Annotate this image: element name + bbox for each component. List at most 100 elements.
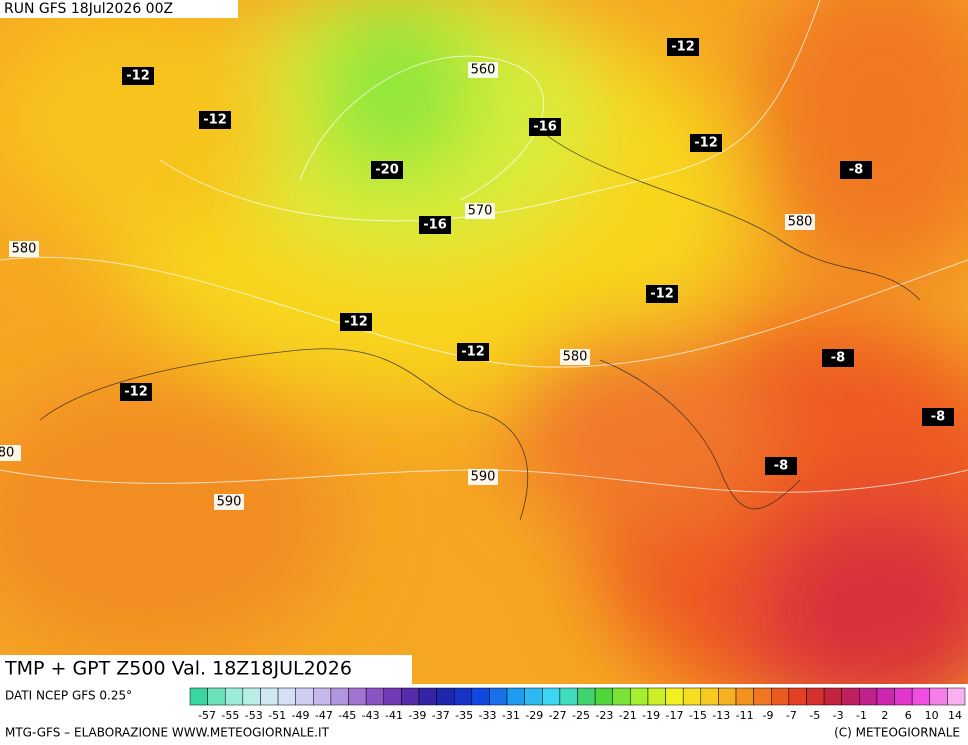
scale-label: -33 [479, 709, 497, 722]
height-box [9, 241, 39, 257]
scale-label: -15 [689, 709, 707, 722]
height-label: 590 [471, 470, 496, 485]
scale-label: -23 [595, 709, 613, 722]
temperature-label: -8 [849, 163, 863, 178]
scale-label: -7 [786, 709, 797, 722]
color-swatch [700, 687, 719, 706]
scale-label: -37 [432, 709, 450, 722]
scale-label: -29 [525, 709, 543, 722]
temperature-box [457, 343, 489, 361]
temperature-label: -8 [831, 351, 845, 366]
height-box [468, 62, 498, 78]
height-box [560, 349, 590, 365]
color-swatch [471, 687, 490, 706]
temperature-box [419, 216, 451, 234]
color-swatch [418, 687, 437, 706]
map: -12 -12 -20 -16 -16 -12 -12 -8 -12 -12 -12 -12 -8 -8 -… [0, 0, 968, 684]
scale-label: -21 [619, 709, 637, 722]
scale-label: 14 [948, 709, 962, 722]
color-swatch [911, 687, 931, 706]
color-swatch [559, 687, 578, 706]
height-box [465, 203, 495, 219]
color-scale: -57 -55 -53 -51 -49 -47 -45 -43 -41 -39 -37 -35 -33-… [189, 687, 966, 722]
height-box [785, 214, 815, 230]
color-swatch [277, 687, 296, 706]
scale-label: -25 [572, 709, 590, 722]
scale-label: 6 [905, 709, 912, 722]
color-swatch [665, 687, 684, 706]
temperature-box [667, 38, 699, 56]
color-swatch [401, 687, 420, 706]
color-swatch [947, 687, 966, 706]
scale-label: -13 [712, 709, 730, 722]
temperature-label: -12 [344, 315, 368, 330]
temperature-box [371, 161, 403, 179]
temperature-box [122, 67, 154, 85]
scale-label: -31 [502, 709, 520, 722]
scale-label: -1 [856, 709, 867, 722]
temperature-label: -12 [461, 345, 485, 360]
height-box [468, 469, 498, 485]
scale-label: -9 [763, 709, 774, 722]
run-label: RUN GFS 18Jul2026 00Z [4, 1, 173, 17]
scale-label: -3 [833, 709, 844, 722]
temperature-label: -8 [774, 459, 788, 474]
color-swatch [841, 687, 860, 706]
color-swatch [682, 687, 702, 706]
scale-label: -27 [549, 709, 567, 722]
height-label: 560 [471, 63, 496, 78]
temperature-label: -12 [694, 136, 718, 151]
temperature-box [340, 313, 372, 331]
temperature-box [690, 134, 722, 152]
color-swatch [189, 687, 208, 706]
temperature-label: -16 [423, 218, 447, 233]
height-label: 580 [12, 242, 37, 257]
scale-label: -53 [245, 709, 263, 722]
scale-label: -47 [315, 709, 333, 722]
scale-label: 2 [881, 709, 888, 722]
color-swatch [330, 687, 349, 706]
color-swatch [453, 687, 473, 706]
temperature-box [765, 457, 797, 475]
color-swatch [735, 687, 754, 706]
scale-label: -57 [198, 709, 216, 722]
temperature-label: -8 [931, 410, 945, 425]
temperature-label: -16 [533, 120, 557, 135]
color-swatch [647, 687, 666, 706]
temperature-box [922, 408, 954, 426]
scale-label: -51 [268, 709, 286, 722]
temperature-label: -12 [650, 287, 674, 302]
color-swatch [489, 687, 508, 706]
color-swatch [365, 687, 384, 706]
color-swatch [823, 687, 842, 706]
temperature-box [840, 161, 872, 179]
temperature-label: -12 [671, 40, 695, 55]
color-swatch [594, 687, 613, 706]
color-swatch [295, 687, 314, 706]
color-swatch [436, 687, 455, 706]
scale-label: -41 [385, 709, 403, 722]
footer-right: (C) METEOGIORNALE [834, 726, 960, 740]
height-box [0, 445, 21, 461]
scale-label: -17 [666, 709, 684, 722]
scale-label: -55 [221, 709, 239, 722]
color-swatch [894, 687, 913, 706]
footer-left: MTG-GFS – ELABORAZIONE WWW.METEOGIORNALE… [5, 726, 330, 740]
color-swatch [718, 687, 737, 706]
map-labels: -12 -12 -20 -16 -16 -12 -12 -8 -12 -12 -12 -12 -8 -8 -… [0, 38, 954, 510]
color-swatch [788, 687, 807, 706]
color-swatch [260, 687, 279, 706]
scale-label: -35 [455, 709, 473, 722]
temperature-label: -12 [203, 113, 227, 128]
temperature-box [822, 349, 854, 367]
color-swatch [929, 687, 948, 706]
data-source: DATI NCEP GFS 0.25° [5, 689, 132, 703]
scale-label: -5 [809, 709, 820, 722]
color-swatch [207, 687, 226, 706]
height-label: 580 [788, 215, 813, 230]
temperature-label: -12 [126, 69, 150, 84]
height-label: 570 [468, 204, 493, 219]
color-swatch [876, 687, 895, 706]
temperature-box [199, 111, 231, 129]
